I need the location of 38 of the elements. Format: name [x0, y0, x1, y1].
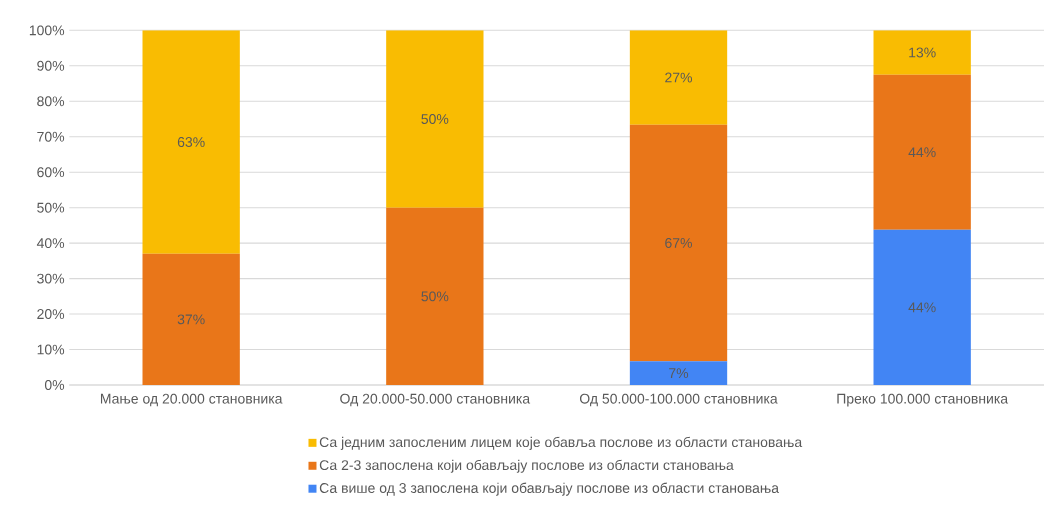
data-label: 44% [908, 147, 936, 158]
legend-label: Са једним запосленим лицем које обавља послове из области становања [319, 436, 803, 450]
y-tick-label: 10% [37, 344, 65, 355]
data-label: 50% [421, 114, 449, 124]
y-tick-label: 40% [36, 238, 65, 249]
y-tick-label: 100% [29, 25, 65, 36]
data-label: 13% [909, 47, 936, 58]
data-label: 7% [669, 368, 689, 379]
y-tick-label: 0% [44, 380, 65, 390]
x-tick-label: Од 20.000-50.000 становника [340, 393, 531, 407]
x-tick-label: Преко 100.000 становника [837, 393, 1009, 407]
x-tick-label: Од 50.000-100.000 становника [579, 393, 778, 407]
bar [629, 30, 728, 125]
bar [873, 74, 971, 230]
y-tick-label: 30% [37, 273, 65, 284]
legend-label: Са више од 3 запослена који обављају послове из области становања [319, 482, 780, 496]
data-label: 27% [665, 72, 693, 83]
bar [142, 253, 240, 385]
data-label: 44% [908, 302, 936, 313]
bar [629, 361, 728, 385]
bar [873, 229, 971, 385]
y-tick-label: 60% [37, 167, 65, 178]
bar [386, 30, 484, 208]
bar [629, 124, 728, 362]
y-tick-label: 70% [37, 131, 65, 142]
y-tick-label: 90% [37, 60, 65, 71]
y-tick-label: 50% [37, 202, 65, 213]
data-label: 63% [177, 137, 205, 148]
legend-label: Са 2-3 запослена који обављају послове из области становања [319, 459, 734, 473]
data-label: 50% [421, 291, 449, 302]
data-label: 67% [665, 238, 693, 248]
bar [386, 207, 484, 385]
x-tick-label: Мање од 20.000 становника [100, 393, 283, 407]
bar [142, 30, 240, 254]
bar [873, 30, 971, 75]
data-label: 37% [177, 314, 205, 325]
y-tick-label: 20% [37, 309, 65, 320]
y-tick-label: 80% [37, 96, 65, 107]
